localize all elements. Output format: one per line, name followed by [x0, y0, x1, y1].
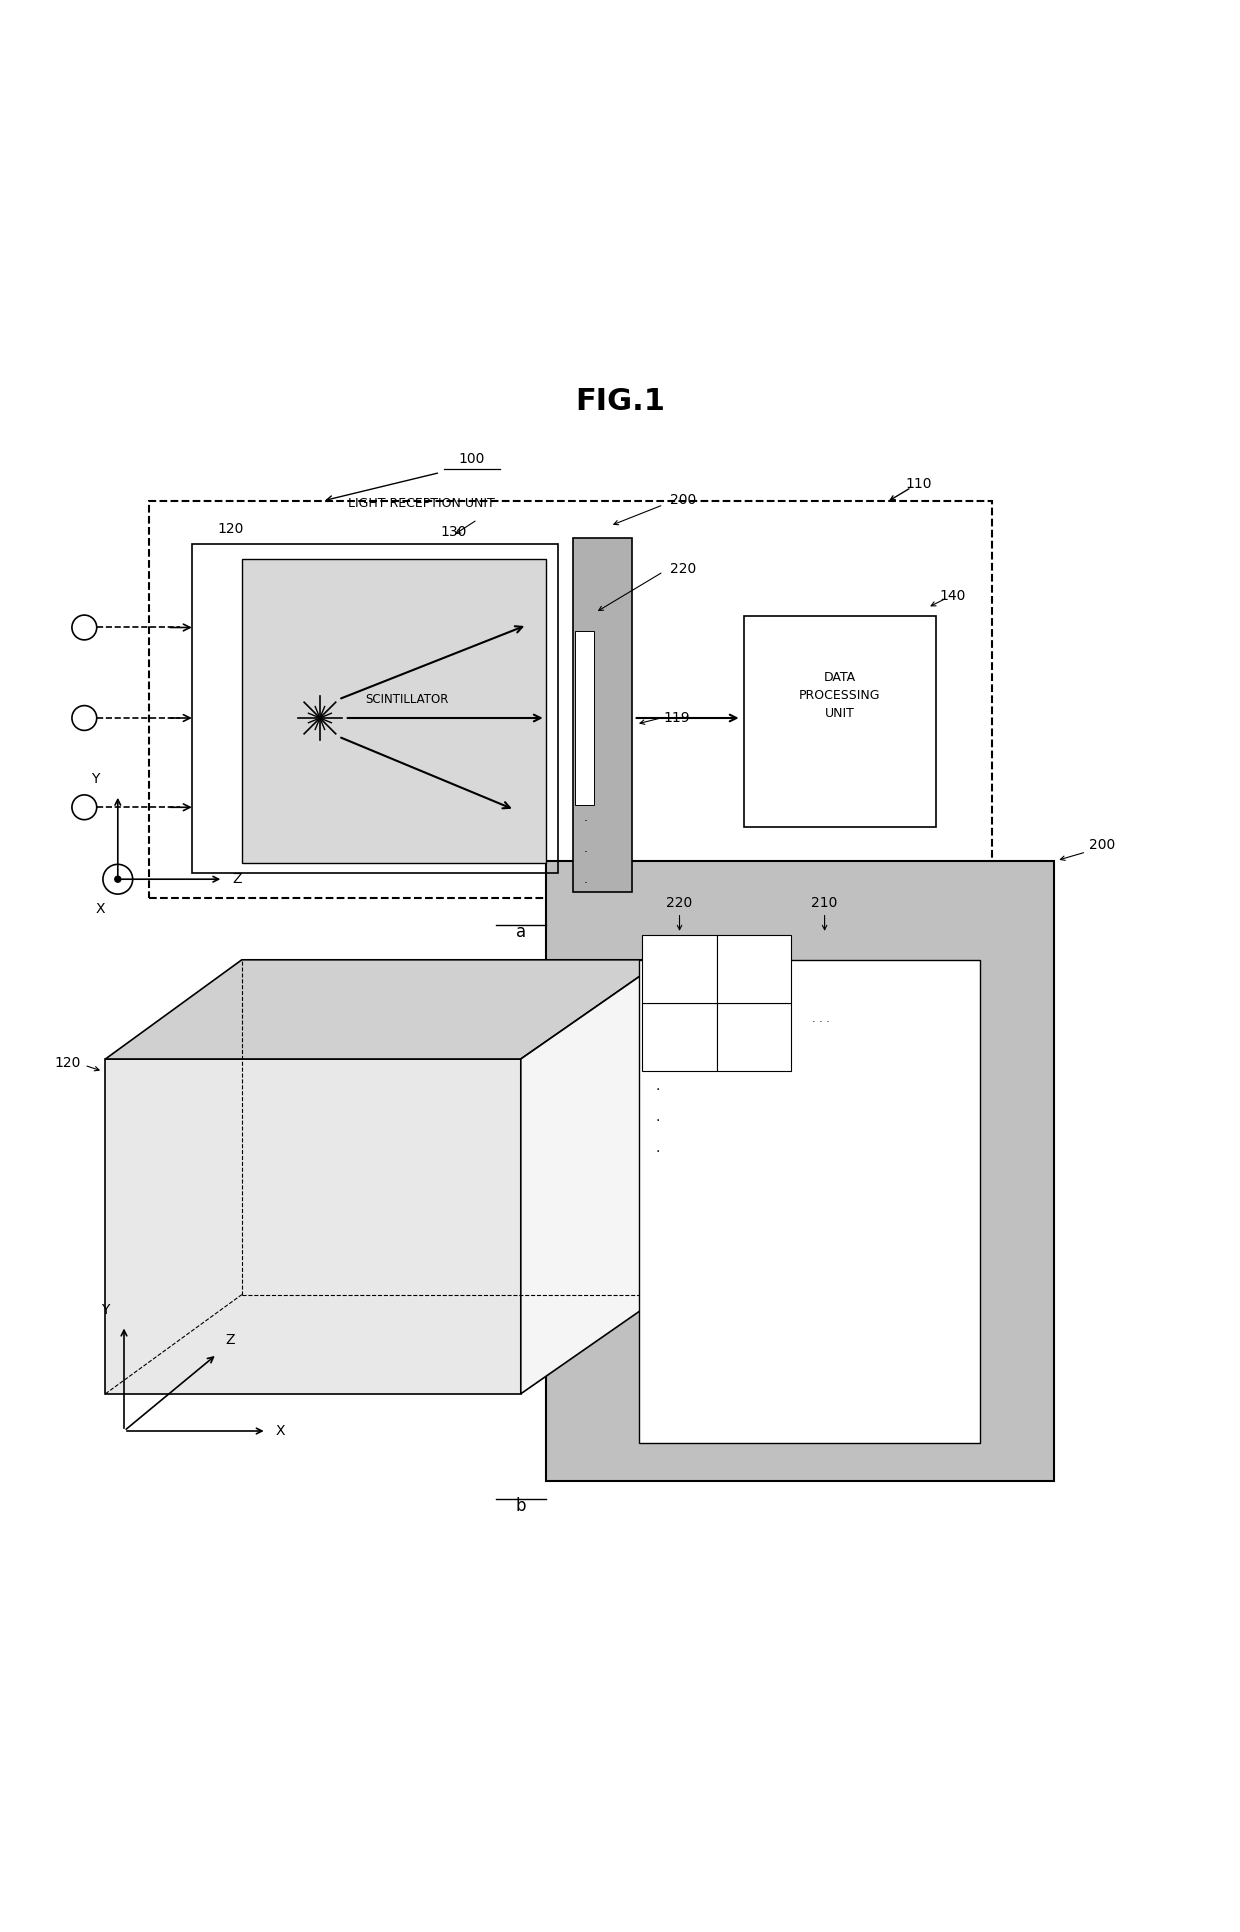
Text: SCINTILLATOR: SCINTILLATOR	[365, 694, 449, 705]
Circle shape	[114, 875, 122, 883]
Bar	[573, 539, 632, 891]
Bar	[642, 1003, 717, 1072]
Text: 220: 220	[666, 896, 693, 910]
Text: · · ·: · · ·	[812, 1016, 830, 1026]
Bar	[192, 545, 558, 873]
Text: X: X	[275, 1424, 285, 1437]
Bar	[717, 935, 791, 1003]
Bar	[717, 1003, 791, 1072]
Text: 119: 119	[663, 711, 689, 724]
Text: 120: 120	[217, 522, 243, 535]
Text: 220: 220	[670, 562, 696, 576]
Text: ·: ·	[655, 1115, 660, 1128]
Bar	[242, 558, 546, 864]
Polygon shape	[105, 1059, 521, 1393]
Polygon shape	[105, 960, 663, 1059]
Text: 120: 120	[55, 1055, 81, 1070]
Bar	[642, 935, 717, 1003]
Text: 210: 210	[811, 896, 838, 910]
Text: ·: ·	[583, 877, 588, 891]
Text: LIGHT RECEPTION UNIT: LIGHT RECEPTION UNIT	[348, 497, 495, 510]
Text: ·: ·	[655, 1084, 660, 1097]
Text: DATA
PROCESSING
UNIT: DATA PROCESSING UNIT	[799, 670, 880, 721]
Text: 140: 140	[940, 589, 966, 603]
Text: ·: ·	[583, 846, 588, 858]
Text: 200: 200	[1089, 838, 1115, 852]
Bar	[546, 860, 1054, 1480]
Bar	[744, 616, 936, 827]
Polygon shape	[521, 960, 663, 1393]
Text: ·: ·	[583, 815, 588, 827]
Text: a: a	[516, 923, 526, 941]
Text: 130: 130	[440, 526, 466, 539]
Text: X: X	[95, 902, 105, 916]
Text: b: b	[516, 1497, 526, 1515]
Text: Z: Z	[232, 871, 242, 887]
Text: 200: 200	[670, 493, 696, 508]
Text: 110: 110	[905, 477, 931, 491]
Bar	[575, 632, 594, 806]
Text: FIG.1: FIG.1	[575, 386, 665, 415]
Text: ·: ·	[655, 1146, 660, 1159]
Text: Z: Z	[226, 1333, 236, 1347]
Bar	[149, 500, 992, 898]
Bar	[639, 960, 980, 1443]
Text: 100: 100	[458, 452, 485, 466]
Text: Y: Y	[92, 773, 99, 786]
Text: Y: Y	[102, 1302, 109, 1318]
